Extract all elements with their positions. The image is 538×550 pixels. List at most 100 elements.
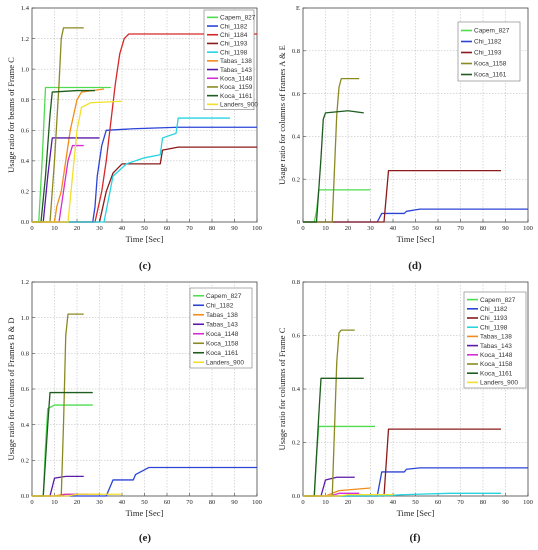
legend-label: Tabas_138 [206,312,238,319]
legend-label: Koca_1161 [480,370,513,377]
series-line-landers-900 [32,493,122,497]
legend-label: Koca_1158 [480,361,513,368]
x-tick-label: 0 [301,499,304,506]
x-tick-label: 80 [480,499,487,506]
legend-label: Koca_1159 [220,84,253,91]
legend-label: Chi_1182 [220,23,248,30]
series-line-chi-1182 [32,466,257,497]
x-tick-label: 60 [164,499,171,506]
y-tick-label: 0.4 [292,386,301,393]
x-tick-label: 10 [322,499,329,506]
panel-caption: (d) [408,260,422,272]
x-tick-label: 40 [119,225,126,232]
x-tick-label: 0 [30,499,33,506]
y-tick-label: 1.4 [21,5,30,12]
legend-label: Koca_1158 [474,61,507,68]
series-group [32,27,257,223]
x-tick-label: 70 [186,225,193,232]
x-tick-label: 60 [164,225,171,232]
legend: Capem_827 Chi_1182 Chi_1193 Chi_1198 Tabas_1… [463,291,527,389]
y-tick-label: 0.4 [21,158,30,165]
y-tick-label: 0 [297,219,300,226]
legend-label: Koca_1148 [206,331,239,338]
y-tick-label: 0.2 [21,458,29,465]
x-tick-label: 90 [502,225,509,232]
legend-label: Koca_1148 [480,352,513,359]
x-tick-label: 0 [30,225,33,232]
x-tick-label: 10 [322,225,329,232]
y-tick-label: 0.6 [21,127,30,134]
x-tick-label: 30 [96,499,103,506]
y-tick-label: 0.0 [21,493,29,500]
y-axis-title: Usage ratio for columns of Frame C [277,327,287,450]
x-tick-label: 20 [74,499,81,506]
series-line-landers-900 [32,100,123,223]
x-tick-label: 80 [209,225,216,232]
chart-panel-c: 0 10 20 30 40 50 60 70 80 90 100 0.0 0.2 0.4 0.6 0.8 1.0… [6,5,262,272]
legend-box [189,287,253,369]
series-group [303,329,528,497]
legend-label: Chi_1198 [220,49,248,56]
y-axis-title: Usage ratio for columns of Frames B & D [6,317,16,460]
panel-caption: (f) [410,532,421,544]
x-axis-title: Time [Sec] [126,508,164,518]
x-tick-label: 80 [480,225,487,232]
y-tick-label: 1.0 [21,66,29,73]
legend-label: Capem_827 [220,15,256,22]
x-tick-label: 70 [457,225,464,232]
legend-label: Tabas_138 [480,334,512,341]
y-tick-label: 0.8 [21,351,29,358]
x-tick-label: 20 [74,225,81,232]
x-tick-label: 40 [390,225,397,232]
y-tick-label: 1.0 [21,315,29,322]
x-tick-label: 50 [141,499,148,506]
chart-panel-e: 0 10 20 30 40 50 60 70 80 90 100 0.0 0.2 0.4 0.6 0.8 1.0… [6,279,262,544]
y-tick-label: 0.8 [21,97,29,104]
y-tick-label: 0.0 [21,219,29,226]
series-line-koca-1161 [303,110,364,223]
x-tick-label: 30 [367,225,374,232]
x-axis-title: Time [Sec] [126,234,164,244]
series-group [32,313,257,497]
x-tick-label: 60 [435,499,442,506]
x-tick-label: 100 [252,225,262,232]
panel-caption: (e) [139,532,152,544]
legend-label: Tabas_143 [220,67,252,74]
y-axis-title: Usage ratio for beams of Frame C [6,57,16,173]
x-tick-label: 20 [345,225,352,232]
x-tick-label: 0 [301,225,304,232]
legend-label: Chi_1193 [474,50,502,57]
x-tick-label: 100 [523,499,533,506]
chart-panel-f: 0 10 20 30 40 50 60 70 80 90 100 0.0 0.2 0.4 0.6 0.8 Tim… [277,279,533,544]
legend-label: Tabas_143 [206,321,238,328]
legend-label: Tabas_138 [220,58,252,65]
y-tick-label: 0.6 [292,91,301,98]
legend-label: Capem_827 [474,28,510,35]
legend-label: Landers_900 [206,359,244,366]
series-line-tabas-138 [32,88,105,223]
legend-label: Chi_1193 [220,41,248,48]
x-tick-label: 100 [523,225,533,232]
legend-label: Koca_1161 [206,350,239,357]
x-tick-label: 50 [141,225,148,232]
x-tick-label: 20 [345,499,352,506]
x-tick-label: 30 [367,499,374,506]
series-line-chi-1198 [303,492,501,497]
legend-label: Koca_1158 [206,340,239,347]
legend-label: Koca_1161 [474,72,507,79]
x-axis-title: Time [Sec] [397,234,435,244]
x-tick-label: 50 [412,499,419,506]
series-group [303,77,528,223]
y-tick-label: 0.6 [21,386,30,393]
y-tick-label: 0.4 [292,134,301,141]
legend-label: Chi_1193 [480,315,508,322]
legend-label: Landers_900 [220,102,258,109]
legend-label: Koca_1148 [220,75,253,82]
y-axis-title: Usage ratio for columns of frames A & E [277,45,287,185]
panel-caption: (c) [139,260,152,272]
legend-label: Landers_900 [480,380,518,387]
series-line-koca-1158 [303,77,360,223]
legend-label: Chi_1182 [206,302,234,309]
